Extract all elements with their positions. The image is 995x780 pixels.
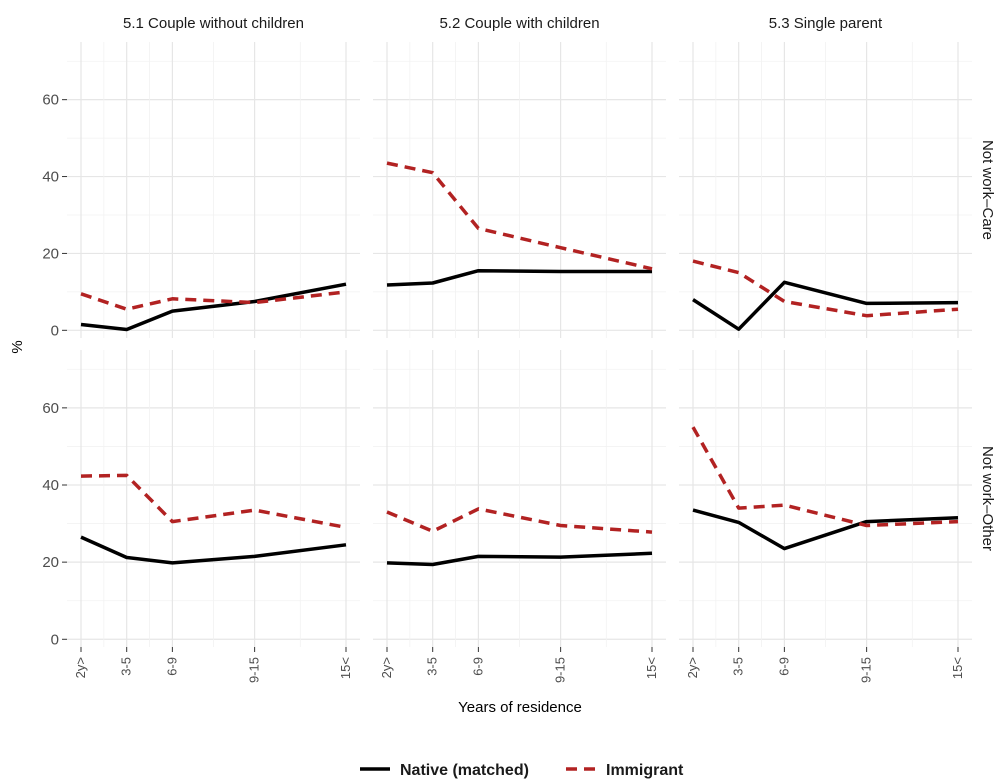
y-tick-label: 20 [42, 245, 59, 262]
legend-label: Native (matched) [400, 762, 529, 779]
y-tick-label: 40 [42, 169, 59, 186]
panel-r0-c2 [679, 42, 972, 338]
x-tick-label: 3-5 [425, 657, 440, 676]
y-tick-label: 20 [42, 554, 59, 571]
x-tick-label: 6-9 [164, 657, 179, 676]
panel-r0-c1 [373, 42, 666, 338]
x-tick-label: 2y> [73, 657, 88, 678]
immigrant-line [80, 473, 347, 530]
native-line [692, 280, 959, 331]
column-strip-title: 5.1 Couple without children [123, 15, 304, 32]
panel-r1-c2 [679, 350, 972, 647]
panel-series-r1-c0 [80, 473, 347, 565]
legend: Native (matched) Immigrant [360, 762, 684, 779]
panel-series-r0-c2 [692, 259, 959, 331]
immigrant-line [80, 290, 347, 311]
y-tick-label: 40 [42, 477, 59, 494]
panel-r1-c1 [373, 350, 666, 647]
immigrant-line [691, 426, 959, 528]
native-line [386, 268, 652, 287]
panel-series-r1-c2 [691, 426, 959, 551]
panels-layer [67, 42, 972, 647]
native-line [386, 551, 653, 567]
x-tick-label: 15< [338, 657, 353, 679]
x-tick-label: 15< [950, 657, 965, 679]
x-tick-label: 6-9 [776, 657, 791, 676]
panel-series-r0-c0 [80, 282, 347, 332]
panel-r1-c0 [67, 350, 360, 647]
y-tick-label: 60 [42, 92, 59, 109]
immigrant-line [386, 161, 653, 271]
legend-item: Native (matched) [360, 762, 529, 779]
panel-series-r1-c1 [386, 507, 653, 567]
legend-label: Immigrant [606, 762, 684, 779]
legend-item: Immigrant [566, 762, 684, 779]
x-tick-label: 3-5 [119, 657, 134, 676]
native-line [80, 535, 347, 565]
x-tick-label: 6-9 [470, 657, 485, 676]
x-axis-title: Years of residence [458, 699, 582, 716]
x-tick-label: 9-15 [247, 657, 262, 683]
column-strip-title: 5.2 Couple with children [439, 15, 599, 32]
x-tick-label: 9-15 [553, 657, 568, 683]
native-line [80, 282, 347, 332]
strips-layer: 5.1 Couple without children 5.2 Couple wi… [123, 15, 995, 551]
native-line [692, 508, 959, 551]
column-strip-title: 5.3 Single parent [769, 15, 883, 32]
panel-r0-c0 [67, 42, 360, 338]
y-axis-title: % [9, 340, 26, 353]
row-strip-title: Not work–Care [979, 140, 995, 240]
y-tick-label: 0 [51, 322, 59, 339]
y-tick-label: 0 [51, 631, 59, 648]
x-tick-label: 2y> [685, 657, 700, 678]
y-tick-label: 60 [42, 400, 59, 417]
panel-series-r0-c1 [386, 161, 653, 287]
x-tick-label: 9-15 [859, 657, 874, 683]
x-tick-label: 3-5 [731, 657, 746, 676]
x-tick-label: 2y> [379, 657, 394, 678]
axes-layer: 0 20 40 60 0 20 40 60 2y> 3-5 6-9 9-15 15< 2y> 3-5 6-9 9… [42, 92, 965, 683]
x-tick-label: 15< [644, 657, 659, 679]
immigrant-line [386, 507, 653, 534]
row-strip-title: Not work–Other [979, 446, 995, 551]
